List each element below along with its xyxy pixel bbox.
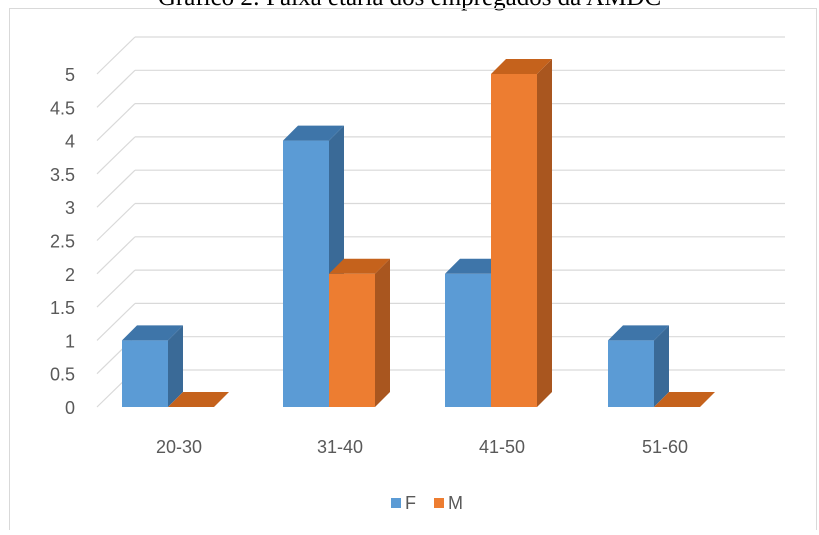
- gridline: [96, 202, 785, 241]
- bar-front: [445, 273, 491, 407]
- bar-top: [122, 325, 183, 341]
- y-tick-label: 3.5: [50, 165, 75, 185]
- bar-layer: [122, 59, 715, 407]
- y-tick-label: 1: [65, 331, 75, 351]
- bar-front: [608, 340, 654, 407]
- bar-front: [491, 74, 537, 407]
- gridline: [96, 69, 785, 108]
- bar-side: [537, 59, 552, 407]
- bar: [608, 325, 669, 407]
- bar-side: [654, 325, 669, 407]
- category-labels: 20-30 31-40 41-50 51-60: [156, 437, 688, 457]
- y-tick-label: 3: [65, 198, 75, 218]
- gridline: [96, 236, 785, 275]
- gridline: [96, 336, 785, 375]
- bar-top: [445, 258, 506, 274]
- bar-front: [283, 140, 329, 407]
- chart-frame: [9, 8, 817, 530]
- legend-swatch: [391, 498, 401, 508]
- bar: [168, 392, 229, 407]
- gridline: [96, 169, 785, 208]
- gridline: [96, 136, 785, 175]
- y-tick-label: 2: [65, 265, 75, 285]
- legend-swatch: [434, 498, 444, 508]
- bar-top: [283, 125, 344, 141]
- legend-item: F: [391, 493, 416, 513]
- bar-side: [375, 258, 390, 407]
- x-category-label: 31-40: [317, 437, 363, 457]
- bar: [491, 59, 552, 407]
- y-tick-label: 4.5: [50, 98, 75, 118]
- y-tick-label: 1.5: [50, 298, 75, 318]
- y-tick-label: 2.5: [50, 232, 75, 252]
- grid-layer: [96, 36, 785, 408]
- y-tick-label: 4: [65, 132, 75, 152]
- bar: [122, 325, 183, 407]
- bar-top: [654, 392, 715, 407]
- y-tick-labels: 0 0.5 1 1.5 2 2.5 3 3.5 4 4.5 5: [50, 65, 75, 418]
- bar: [654, 392, 715, 407]
- bar-front: [329, 273, 375, 407]
- gridline: [96, 269, 785, 308]
- y-tick-label: 5: [65, 65, 75, 85]
- bar-top: [168, 392, 229, 407]
- gridline: [96, 102, 785, 142]
- gridline: [96, 36, 785, 75]
- legend-item: M: [434, 493, 463, 513]
- x-category-label: 51-60: [642, 437, 688, 457]
- bar-top: [491, 59, 552, 74]
- legend-label: M: [448, 493, 463, 513]
- x-category-label: 41-50: [479, 437, 525, 457]
- bar-top: [608, 325, 669, 341]
- legend-label: F: [405, 493, 416, 513]
- bar-front: [122, 340, 168, 407]
- chart-title: Gráfico 2: Faixa etária dos empregados d…: [0, 0, 819, 12]
- bar: [329, 258, 390, 407]
- y-tick-label: 0.5: [50, 365, 75, 385]
- gridline: [96, 302, 785, 341]
- y-tick-label: 0: [65, 398, 75, 418]
- bar-top: [329, 258, 390, 274]
- x-category-label: 20-30: [156, 437, 202, 457]
- bar-side: [168, 325, 183, 407]
